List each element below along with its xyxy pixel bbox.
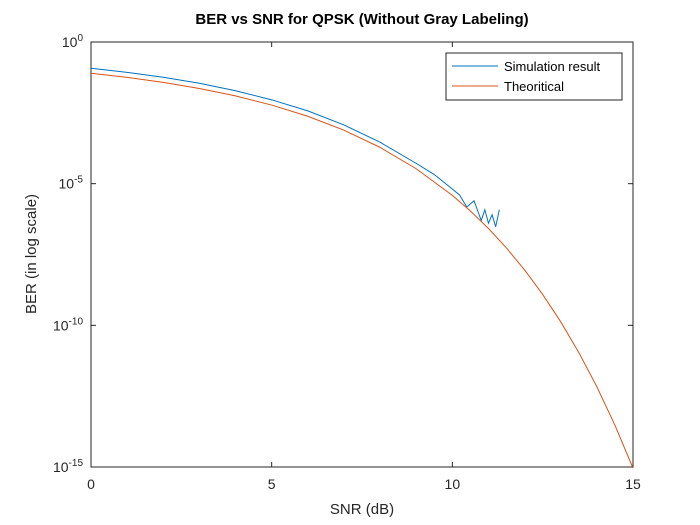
legend-label: Theoritical <box>504 79 564 94</box>
x-tick-label: 0 <box>87 476 95 492</box>
y-tick-label: 100 <box>62 33 84 50</box>
data-line <box>90 72 634 469</box>
x-axis-label: SNR (dB) <box>330 501 394 518</box>
y-tick-label: 10-10 <box>53 316 83 333</box>
legend-label: Simulation result <box>504 59 600 74</box>
x-tick-label: 15 <box>625 476 641 492</box>
chart-title: BER vs SNR for QPSK (Without Gray Labeli… <box>195 11 528 28</box>
y-tick-label: 10-15 <box>53 458 83 475</box>
data-line <box>90 67 500 227</box>
y-tick-label: 10-5 <box>59 175 84 192</box>
legend-box <box>445 52 623 101</box>
x-tick-label: 5 <box>268 476 276 492</box>
x-tick-label: 10 <box>445 476 461 492</box>
y-axis-label: BER (in log scale) <box>23 194 40 314</box>
plot-area <box>90 41 634 468</box>
